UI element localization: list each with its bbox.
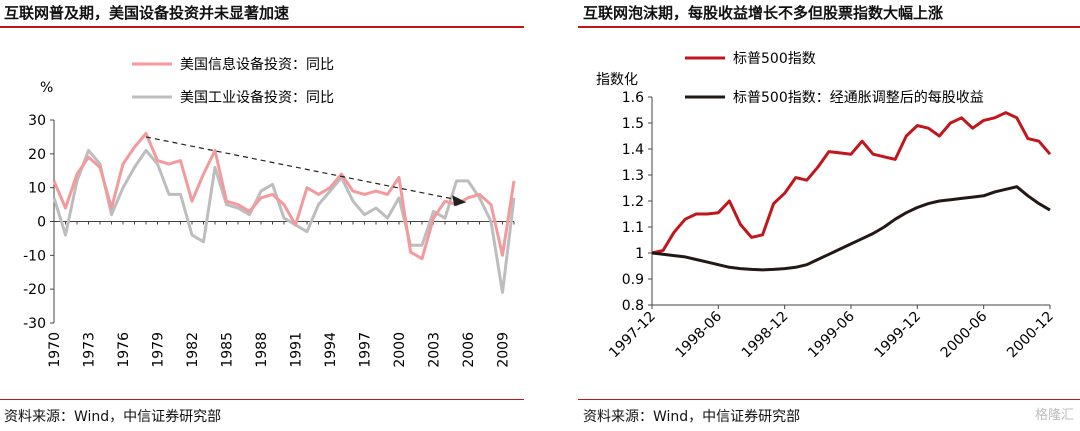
left-x-tick-label: 1991 bbox=[289, 332, 305, 368]
right-y-tick-label: 1.2 bbox=[622, 194, 644, 210]
right-y-tick-label: 1.6 bbox=[622, 90, 644, 106]
left-y-tick-label: -20 bbox=[23, 282, 46, 298]
right-title-rule bbox=[578, 26, 1080, 28]
left-x-tick-label: 1985 bbox=[220, 332, 236, 368]
right-x-ticks: 1997-12 1998-06 1998-12 1999-06 1999-12 2000-… bbox=[606, 305, 1057, 361]
right-y-axis-label: 指数化 bbox=[596, 72, 638, 88]
right-y-tick-label: 0.9 bbox=[622, 272, 644, 288]
right-chart-title: 互联网泡沫期，每股收益增长不多但股票指数大幅上涨 bbox=[583, 4, 944, 22]
right-series-line-1 bbox=[651, 185, 1051, 272]
right-series-line-0 bbox=[651, 111, 1052, 255]
left-trend-arrow bbox=[145, 136, 467, 207]
left-x-tick-label: 1988 bbox=[254, 332, 270, 368]
left-x-tick-label: 1973 bbox=[82, 332, 98, 368]
left-y-tick-label: -10 bbox=[23, 248, 46, 264]
left-y-tick-label: 10 bbox=[28, 181, 46, 197]
right-source-note: 资料来源：Wind，中信证券研究部 bbox=[583, 409, 801, 425]
left-legend: 美国信息设备投资：同比 美国工业设备投资：同比 bbox=[132, 56, 334, 106]
left-chart-title: 互联网普及期，美国设备投资并未显著加速 bbox=[4, 4, 290, 22]
right-axes bbox=[651, 97, 1050, 306]
right-x-tick-label: 2000-06 bbox=[938, 308, 991, 361]
left-x-ticks: 1970 1973 1976 1979 1982 1985 1988 1991 1994 1997… bbox=[47, 221, 515, 368]
right-x-tick-label: 1997-12 bbox=[606, 309, 659, 362]
right-x-tick-label: 1999-06 bbox=[805, 308, 858, 361]
left-y-tick-label: 20 bbox=[28, 147, 46, 163]
legend-label-eps: 标普500指数：经通胀调整后的每股收益 bbox=[733, 90, 984, 106]
legend-label-info-equipment: 美国信息设备投资：同比 bbox=[180, 56, 334, 73]
left-x-tick-label: 2006 bbox=[461, 332, 477, 368]
left-y-tick-label: 30 bbox=[28, 113, 46, 129]
left-x-tick-label: 1970 bbox=[47, 332, 63, 368]
legend-label-industrial-equipment: 美国工业设备投资：同比 bbox=[180, 89, 334, 106]
right-y-tick-label: 1.4 bbox=[622, 142, 644, 158]
left-x-tick-label: 2000 bbox=[392, 332, 408, 368]
left-series bbox=[52, 132, 516, 294]
right-legend: 标普500指数 标普500指数：经通胀调整后的每股收益 bbox=[685, 51, 984, 106]
right-y-tick-label: 1.5 bbox=[622, 116, 644, 132]
right-y-ticks: 1.6 1.5 1.4 1.3 1.2 1.1 1 0.9 0.8 bbox=[622, 90, 652, 314]
left-y-tick-label: 0 bbox=[37, 215, 46, 231]
right-series bbox=[651, 111, 1052, 272]
left-source-note: 资料来源：Wind，中信证券研究部 bbox=[4, 409, 222, 425]
watermark-text: 格隆汇 bbox=[1034, 408, 1074, 423]
left-x-tick-label: 2009 bbox=[496, 332, 512, 368]
left-x-tick-label: 1997 bbox=[358, 332, 374, 368]
left-series-line-0 bbox=[52, 132, 516, 261]
left-y-axis-label: % bbox=[40, 80, 53, 96]
left-axes bbox=[53, 120, 514, 323]
legend-label-sp500: 标普500指数 bbox=[733, 51, 816, 67]
left-x-tick-label: 2003 bbox=[427, 332, 443, 368]
right-y-tick-label: 1 bbox=[635, 246, 644, 262]
right-x-tick-label: 2000-12 bbox=[1004, 309, 1057, 362]
right-y-tick-label: 1.1 bbox=[622, 220, 644, 236]
right-source-rule bbox=[578, 399, 1080, 400]
trend-arrow-line bbox=[145, 136, 455, 200]
left-title-rule bbox=[0, 26, 524, 28]
left-y-ticks: 30 20 10 0 -10 -20 -30 bbox=[23, 113, 54, 332]
left-source-rule bbox=[0, 399, 524, 400]
left-x-tick-label: 1976 bbox=[116, 332, 132, 368]
right-x-tick-label: 1999-12 bbox=[871, 309, 924, 362]
left-x-tick-label: 1982 bbox=[185, 332, 201, 368]
left-y-tick-label: -30 bbox=[23, 316, 46, 332]
right-y-tick-label: 1.3 bbox=[622, 168, 644, 184]
trend-arrow-head bbox=[452, 195, 467, 207]
left-x-tick-label: 1979 bbox=[151, 332, 167, 368]
right-x-tick-label: 1998-12 bbox=[739, 309, 792, 362]
right-chart: 指数化 1.61.51.41.31.21.110.90.8 1997-12 199… bbox=[596, 51, 1057, 361]
right-x-tick-label: 1998-06 bbox=[672, 308, 725, 361]
left-x-tick-label: 1994 bbox=[323, 332, 339, 368]
right-y-tick-label: 0.8 bbox=[622, 298, 644, 314]
